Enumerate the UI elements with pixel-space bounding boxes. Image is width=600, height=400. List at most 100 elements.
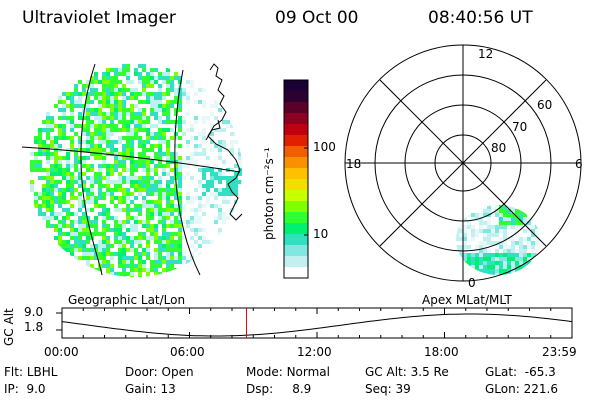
image-pixel <box>74 240 78 244</box>
aurora-pixel <box>503 257 507 261</box>
image-pixel <box>78 244 82 248</box>
image-pixel <box>174 136 178 140</box>
aurora-pixel <box>523 245 527 249</box>
image-pixel <box>130 120 134 124</box>
image-pixel <box>54 172 58 176</box>
aurora-pixel <box>483 209 487 213</box>
image-pixel <box>138 120 142 124</box>
aurora-pixel <box>523 229 527 233</box>
image-pixel <box>66 156 70 160</box>
image-pixel <box>102 148 106 152</box>
image-pixel <box>138 64 142 68</box>
image-pixel <box>50 164 54 168</box>
image-pixel <box>118 92 122 96</box>
image-pixel <box>218 216 222 220</box>
image-pixel <box>194 116 198 120</box>
image-pixel <box>158 92 162 96</box>
altplot-xtick-0000: 00:00 <box>44 345 79 359</box>
image-pixel <box>90 224 94 228</box>
aurora-pixel <box>511 245 515 249</box>
image-pixel <box>146 204 150 208</box>
image-pixel <box>98 176 102 180</box>
image-pixel <box>130 236 134 240</box>
colorbar-segment <box>284 135 308 147</box>
aurora-pixel <box>487 261 491 265</box>
altitude-curve <box>61 313 573 337</box>
image-pixel <box>194 188 198 192</box>
image-pixel <box>166 240 170 244</box>
image-pixel <box>98 184 102 188</box>
image-pixel <box>122 120 126 124</box>
image-pixel <box>146 116 150 120</box>
image-pixel <box>134 216 138 220</box>
aurora-pixel <box>483 241 487 245</box>
image-pixel <box>106 224 110 228</box>
image-pixel <box>122 88 126 92</box>
aurora-pixel <box>507 249 511 253</box>
image-pixel <box>178 104 182 108</box>
image-pixel <box>78 112 82 116</box>
aurora-pixel <box>527 217 531 221</box>
glat-label: GLat: <box>485 365 518 379</box>
image-pixel <box>74 188 78 192</box>
image-pixel <box>82 116 86 120</box>
image-pixel <box>138 208 142 212</box>
image-pixel <box>186 156 190 160</box>
dsp-label: Dsp: <box>246 382 274 396</box>
image-pixel <box>130 148 134 152</box>
image-pixel <box>206 200 210 204</box>
image-pixel <box>134 132 138 136</box>
flt-value: LBHL <box>26 365 58 379</box>
image-pixel <box>138 252 142 256</box>
image-pixel <box>74 156 78 160</box>
aurora-pixel <box>499 237 503 241</box>
aurora-pixel <box>499 241 503 245</box>
image-pixel <box>182 116 186 120</box>
image-pixel <box>170 200 174 204</box>
image-pixel <box>138 180 142 184</box>
image-pixel <box>186 160 190 164</box>
image-pixel <box>94 176 98 180</box>
image-pixel <box>58 200 62 204</box>
image-pixel <box>170 120 174 124</box>
image-pixel <box>126 228 130 232</box>
aurora-pixel <box>499 225 503 229</box>
colorbar-segment <box>284 168 308 180</box>
image-pixel <box>122 256 126 260</box>
aurora-pixel <box>519 249 523 253</box>
image-pixel <box>70 144 74 148</box>
image-pixel <box>86 240 90 244</box>
image-pixel <box>126 140 130 144</box>
image-pixel <box>138 276 142 277</box>
image-pixel <box>162 244 166 248</box>
aurora-pixel <box>495 205 499 209</box>
image-pixel <box>154 80 158 84</box>
image-pixel <box>138 272 142 276</box>
image-pixel <box>46 160 50 164</box>
image-pixel <box>166 100 170 104</box>
image-pixel <box>42 140 46 144</box>
image-pixel <box>102 228 106 232</box>
image-pixel <box>46 112 50 116</box>
aurora-pixel <box>467 213 471 217</box>
image-pixel <box>126 136 130 140</box>
image-pixel <box>218 208 222 212</box>
image-pixel <box>58 192 62 196</box>
image-pixel <box>54 212 58 216</box>
image-pixel <box>142 144 146 148</box>
image-pixel <box>130 208 134 212</box>
image-pixel <box>146 212 150 216</box>
image-pixel <box>194 228 198 232</box>
image-pixel <box>126 220 130 224</box>
image-pixel <box>218 212 222 216</box>
image-pixel <box>94 196 98 200</box>
image-pixel <box>82 212 86 216</box>
image-pixel <box>150 84 154 88</box>
instrument-title: Ultraviolet Imager <box>22 8 176 28</box>
image-pixel <box>166 236 170 240</box>
image-pixel <box>226 124 230 128</box>
image-pixel <box>42 168 46 172</box>
aurora-pixel <box>463 257 467 261</box>
colorbar-segment <box>284 113 308 125</box>
aurora-pixel <box>479 269 483 273</box>
